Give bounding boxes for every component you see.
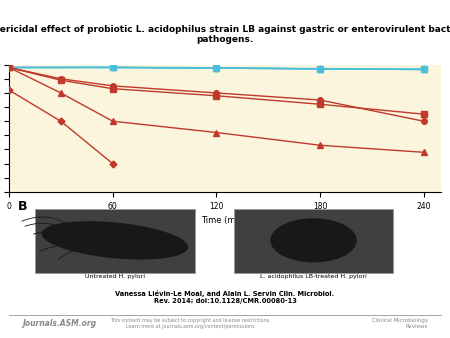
Text: This content may be subject to copyright and license restrictions.
Learn more at: This content may be subject to copyright… [110, 318, 271, 329]
Text: Journals.ASM.org: Journals.ASM.org [22, 319, 96, 328]
Ellipse shape [270, 218, 357, 262]
Text: Clinical Microbiology
Reviews: Clinical Microbiology Reviews [372, 318, 428, 329]
X-axis label: Time (min.): Time (min.) [201, 216, 249, 225]
Bar [234, 209, 393, 272]
Text: B: B [18, 200, 27, 213]
Ellipse shape [41, 221, 188, 260]
Text: Vanessa Liévin-Le Moal, and Alain L. Servin Clin. Microbiol.
Rev. 2014; doi:10.1: Vanessa Liévin-Le Moal, and Alain L. Ser… [116, 290, 334, 304]
Text: Untreated H. pylori: Untreated H. pylori [85, 274, 145, 280]
Bar [35, 209, 195, 272]
Text: Bactericidal effect of probiotic L. acidophilus strain LB against gastric or ent: Bactericidal effect of probiotic L. acid… [0, 25, 450, 44]
Text: L. acidophilus LB-treated H. pylori: L. acidophilus LB-treated H. pylori [260, 274, 367, 280]
